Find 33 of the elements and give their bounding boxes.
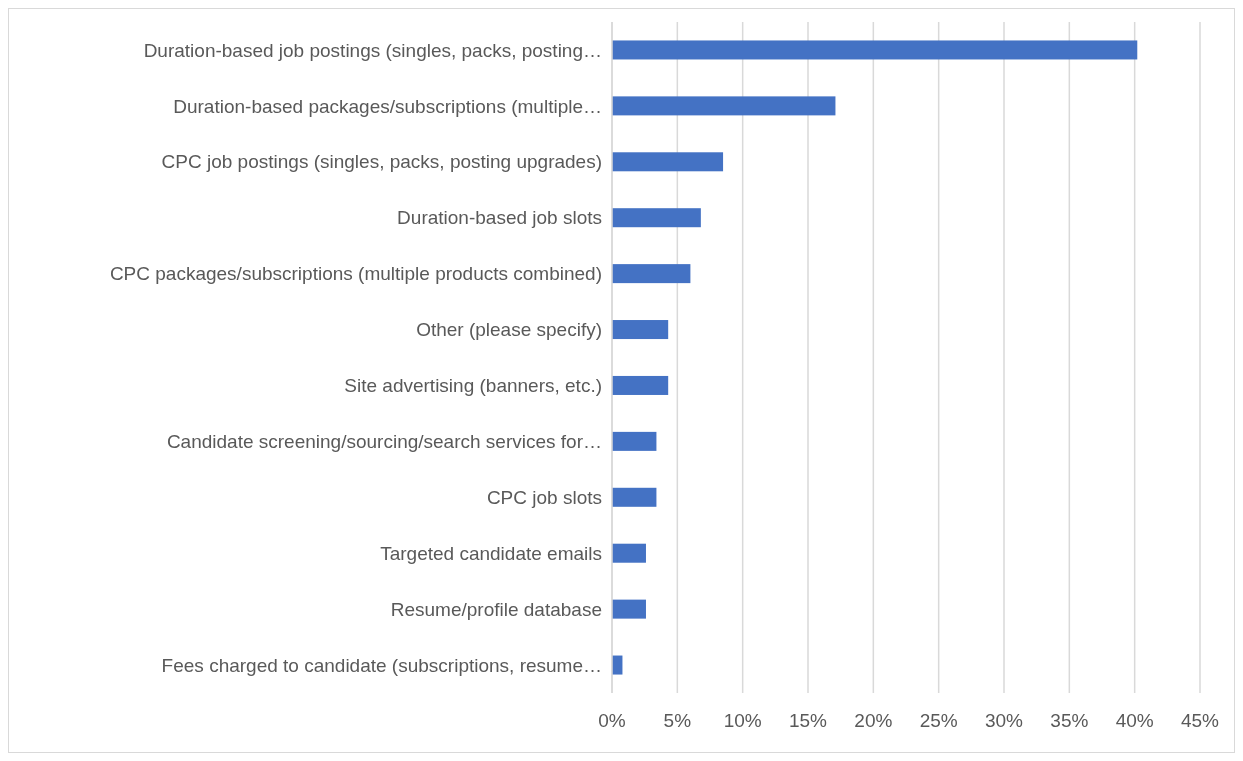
bar	[612, 543, 646, 563]
bar	[612, 264, 691, 284]
bar	[612, 208, 701, 228]
y-tick-label: Targeted candidate emails	[380, 542, 602, 564]
x-tick-label: 45%	[1180, 710, 1220, 731]
bar	[612, 375, 669, 395]
y-tick-label: Resume/profile database	[390, 598, 602, 620]
y-tick-label: Candidate screening/sourcing/search services for…	[166, 431, 602, 453]
y-tick-label: Duration-based job postings (singles, packs, posting…	[143, 39, 602, 61]
y-tick-label: Duration-based packages/subscriptions (multiple…	[173, 95, 602, 117]
bar	[612, 599, 646, 619]
x-tick-label: 25%	[919, 710, 958, 731]
bar	[612, 487, 657, 507]
y-tick-label: Site advertising (banners, etc.)	[344, 375, 602, 397]
x-tick-label: 5%	[663, 710, 692, 731]
x-tick-label: 0%	[598, 710, 626, 731]
bar	[612, 320, 669, 340]
bar	[612, 431, 657, 451]
y-tick-label: CPC job postings (singles, packs, posting upgrades)	[161, 151, 602, 173]
bar	[612, 40, 1138, 60]
x-tick-label: 20%	[854, 710, 893, 731]
y-tick-label: Fees charged to candidate (subscriptions, resume…	[161, 654, 602, 676]
x-tick-label: 35%	[1050, 710, 1089, 731]
bar	[612, 96, 836, 116]
x-tick-label: 10%	[723, 710, 762, 731]
y-tick-label: CPC job slots	[486, 486, 602, 508]
x-tick-label: 40%	[1115, 710, 1154, 731]
x-tick-label: 15%	[788, 710, 828, 731]
y-tick-label: Duration-based job slots	[397, 207, 602, 229]
y-tick-label: Other (please specify)	[416, 319, 602, 341]
y-tick-label: CPC packages/subscriptions (multiple products combined)	[109, 263, 602, 285]
x-tick-label: 30%	[984, 710, 1024, 731]
bar	[612, 152, 724, 172]
